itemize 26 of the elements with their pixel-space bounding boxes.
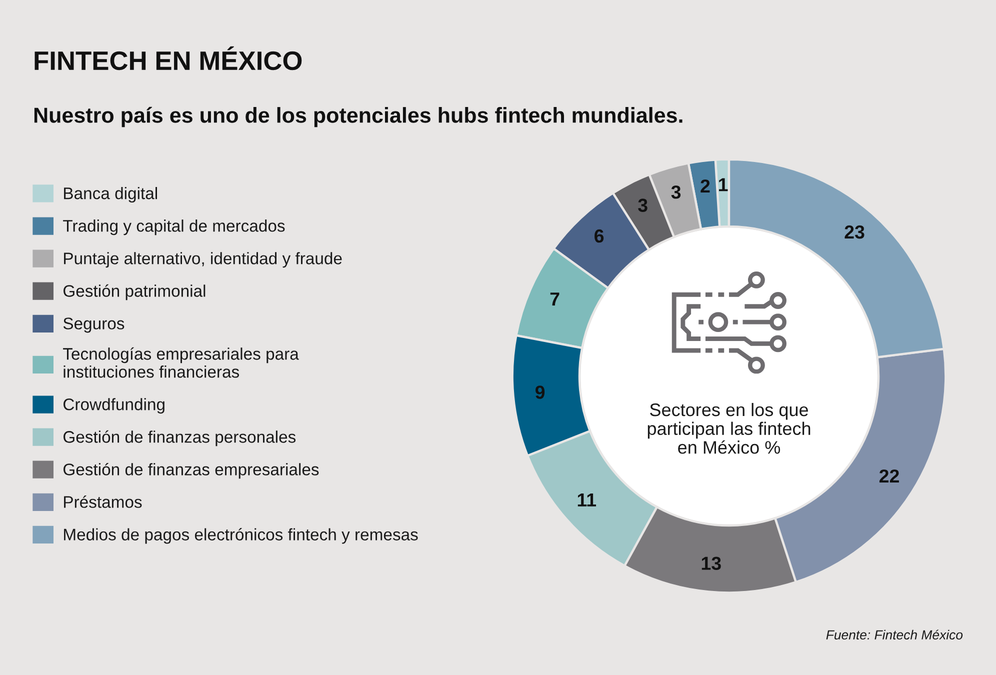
text: Sectores en los que participan las fintech en México % <box>648 402 810 454</box>
data-label: 1 <box>719 178 728 192</box>
data-label: 2 <box>700 179 710 193</box>
legend-label: Gestión de finanzas personales <box>64 430 296 446</box>
legend-label: Tecnologías empresariales para instituciones financieras <box>63 347 299 378</box>
data-label: 9 <box>535 386 545 399</box>
legend-label: Seguros <box>63 318 124 333</box>
legend-label: Gestión patrimonial <box>64 284 206 300</box>
data-label: 6 <box>594 229 604 243</box>
data-label: 23 <box>844 225 864 239</box>
legend-label: Crowdfunding <box>64 398 164 414</box>
source-note: Fuente: Fintech México <box>826 630 963 640</box>
legend-label: Préstamos <box>64 495 142 508</box>
legend-label: Puntaje alternativo, identidad y fraude <box>64 252 342 268</box>
chart-title: FINTECH EN MÉXICO <box>34 46 302 70</box>
data-label: 3 <box>671 185 681 199</box>
data-label: 11 <box>578 493 596 506</box>
legend-label: Gestión de finanzas empresariales <box>64 462 319 479</box>
legend-label: Trading y capital de mercados <box>63 220 285 236</box>
data-label: 3 <box>638 198 648 212</box>
legend-label: Banca digital <box>64 187 157 203</box>
data-label: 22 <box>879 469 899 483</box>
legend-label: Medios de pagos electrónicos fintech y remesas <box>64 528 418 544</box>
chart-subtitle: Nuestro país es uno de los potenciales hubs fintech mundiales. <box>34 106 682 128</box>
data-label: 13 <box>702 556 721 570</box>
data-label: 7 <box>550 292 560 306</box>
